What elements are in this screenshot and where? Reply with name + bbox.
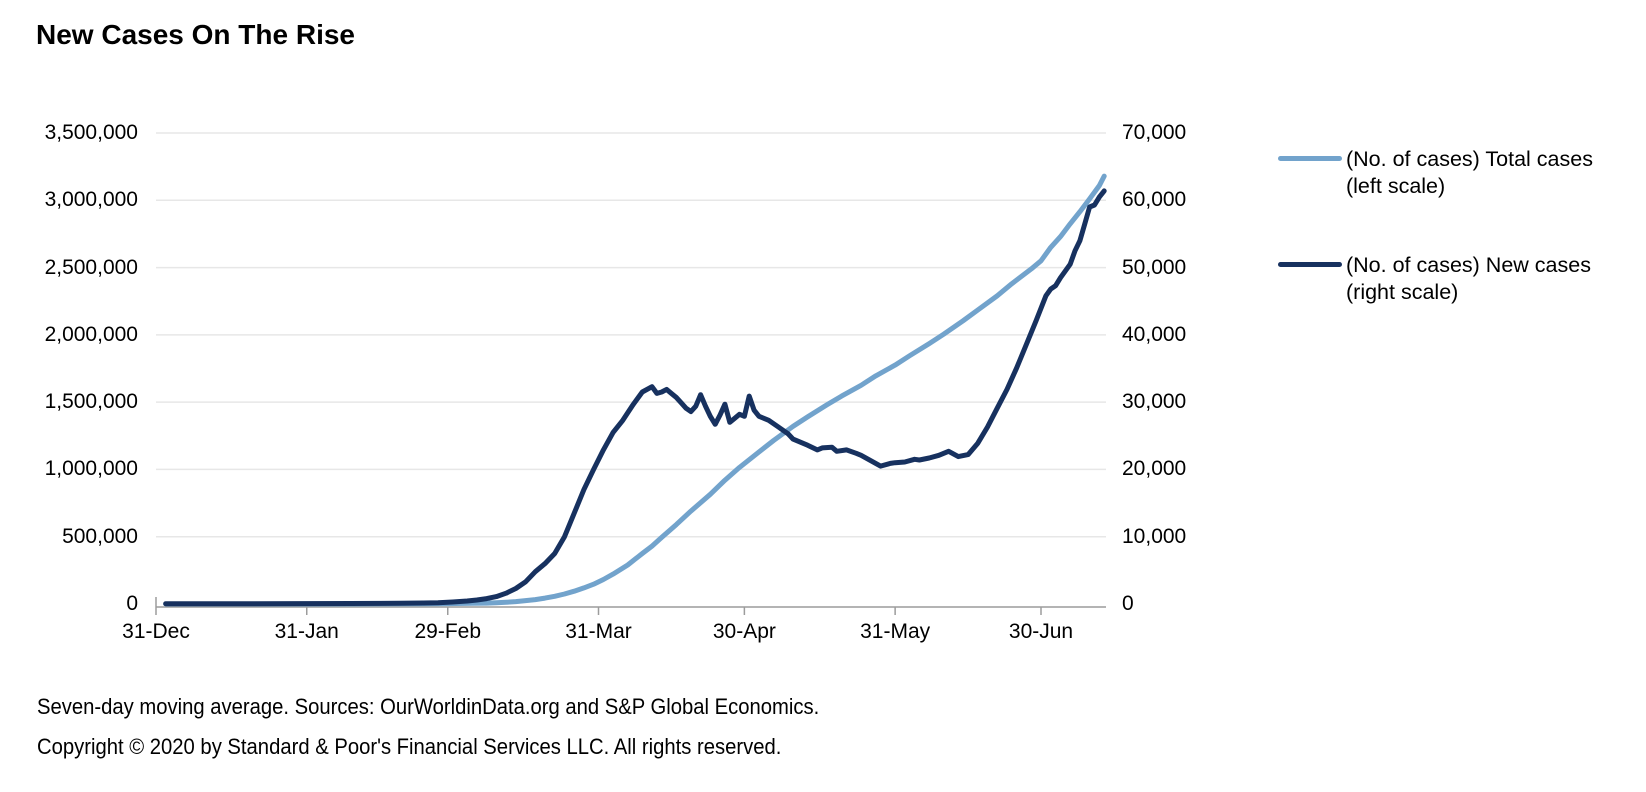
- legend-label: (No. of cases) Total cases (left scale): [1346, 147, 1593, 198]
- legend-swatch-new-cases: [1278, 262, 1342, 267]
- total-cases-line: [163, 173, 1107, 607]
- page-title: New Cases On The Rise: [36, 19, 356, 50]
- x-axis-label: 30-Apr: [712, 620, 776, 643]
- y-axis-right-label: 10,000: [1122, 524, 1187, 548]
- y-axis-left-label: 500,000: [62, 524, 138, 548]
- footnote-sources: Seven-day moving average. Sources: OurWo…: [37, 694, 820, 719]
- y-axis-right-label: 30,000: [1122, 390, 1187, 414]
- legend-item: (No. of cases) Total cases (left scale): [1278, 146, 1593, 200]
- x-axis-label: 31-Mar: [565, 620, 632, 643]
- y-axis-left-label: 2,500,000: [44, 255, 138, 279]
- x-axis-label: 31-Dec: [122, 620, 190, 643]
- y-axis-left-label: 3,500,000: [44, 121, 138, 144]
- y-axis-right-label: 50,000: [1122, 255, 1187, 279]
- legend-label: (No. of cases) New cases (right scale): [1346, 253, 1591, 304]
- y-axis-right-label: 0: [1122, 592, 1134, 615]
- y-axis-left-label: 0: [126, 592, 138, 615]
- y-axis-right-label: 60,000: [1122, 188, 1187, 212]
- x-axis-label: 30-Jun: [1008, 620, 1074, 643]
- y-axis-left-label: 1,000,000: [44, 457, 138, 481]
- y-axis-left-label: 1,500,000: [44, 390, 138, 414]
- y-axis-right-label: 70,000: [1122, 121, 1187, 144]
- x-axis-label: 29-Feb: [414, 620, 482, 643]
- y-axis-right-label: 40,000: [1122, 322, 1187, 346]
- legend: (No. of cases) Total cases (left scale) (…: [1278, 146, 1593, 306]
- legend-swatch-total-cases: [1278, 156, 1342, 161]
- y-axis-left-label: 3,000,000: [44, 188, 138, 212]
- new-cases-line: [163, 188, 1107, 607]
- legend-item: (No. of cases) New cases (right scale): [1278, 252, 1593, 306]
- x-axis-label: 31-Jan: [274, 620, 339, 643]
- footnote-copyright: Copyright © 2020 by Standard & Poor's Fi…: [37, 734, 782, 759]
- y-axis-right-label: 20,000: [1122, 457, 1187, 481]
- y-axis-left-label: 2,000,000: [44, 322, 138, 346]
- x-axis-label: 31-May: [860, 620, 931, 643]
